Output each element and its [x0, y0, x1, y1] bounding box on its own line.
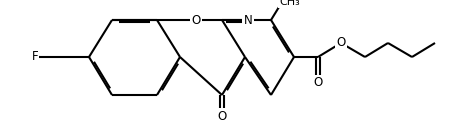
Text: O: O — [191, 14, 201, 26]
Text: N: N — [243, 14, 252, 26]
Text: O: O — [313, 76, 323, 90]
Text: O: O — [337, 36, 346, 50]
Text: F: F — [32, 51, 38, 63]
Text: CH₃: CH₃ — [279, 0, 300, 7]
Text: O: O — [218, 109, 227, 123]
